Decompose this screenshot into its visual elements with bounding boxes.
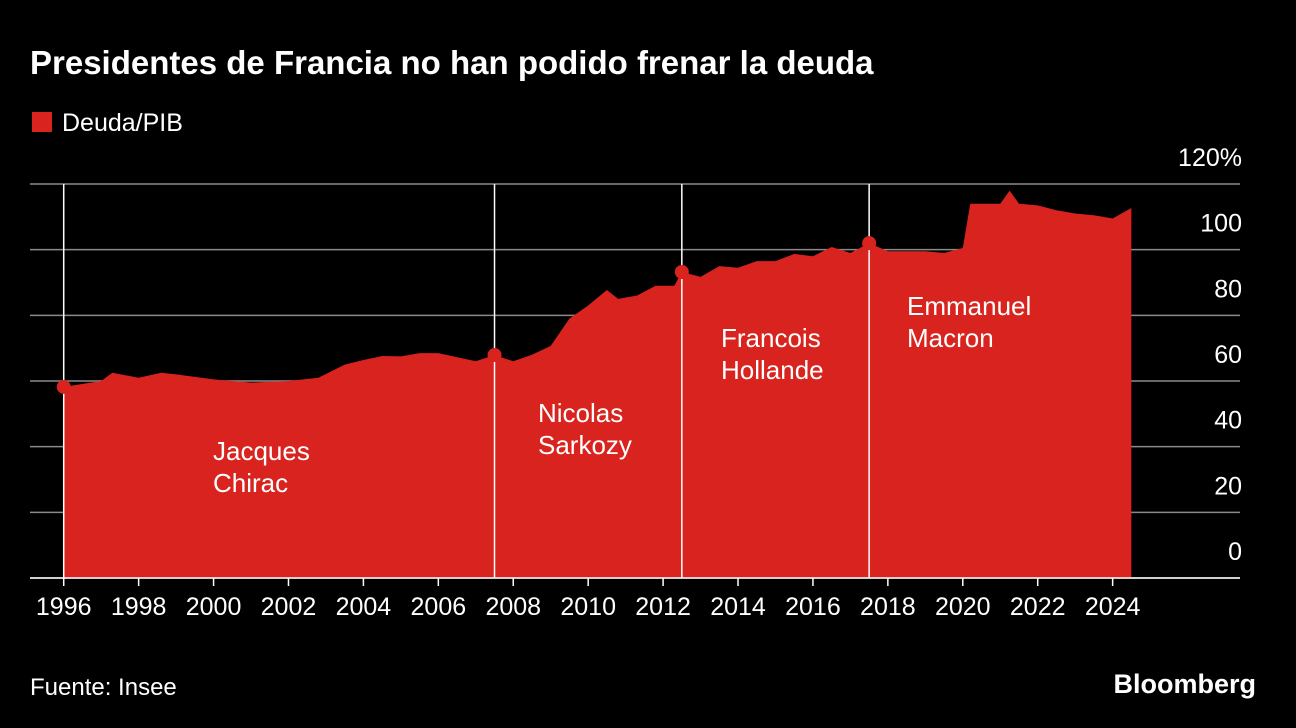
y-tick-label: 80 (1214, 275, 1242, 303)
term-marker (674, 264, 689, 279)
x-tick-label: 2006 (411, 593, 467, 621)
annotation: Jacques (213, 436, 310, 466)
x-tick-label: 2000 (186, 593, 242, 621)
chart-title: Presidentes de Francia no han podido fre… (30, 44, 874, 81)
x-tick-label: 2022 (1010, 593, 1066, 621)
y-tick-label: 40 (1214, 407, 1242, 435)
y-tick-label: 100 (1200, 210, 1242, 238)
term-marker (487, 348, 502, 363)
annotation: Sarkozy (538, 430, 632, 460)
source: Fuente: Insee (30, 674, 177, 701)
brand: Bloomberg (1113, 669, 1256, 699)
term-marker (56, 379, 71, 394)
x-tick-label: 2010 (560, 593, 616, 621)
x-tick-label: 2008 (485, 593, 541, 621)
x-tick-label: 2016 (785, 593, 841, 621)
annotation: Hollande (721, 355, 824, 385)
annotation: Chirac (213, 468, 288, 498)
x-tick-label: 2018 (860, 593, 916, 621)
annotation: Macron (907, 323, 994, 353)
annotation: Nicolas (538, 398, 623, 428)
x-tick-label: 2004 (336, 593, 392, 621)
x-tick-label: 2024 (1085, 593, 1141, 621)
annotation: Francois (721, 323, 821, 353)
y-tick-label: 60 (1214, 341, 1242, 369)
y-tick-label: 20 (1214, 472, 1242, 500)
term-marker (862, 236, 877, 251)
x-tick-label: 2020 (935, 593, 991, 621)
x-tick-label: 1996 (36, 593, 92, 621)
y-tick-label: 120% (1178, 144, 1242, 172)
legend-swatch (32, 112, 52, 132)
annotation: Emmanuel (907, 291, 1031, 321)
y-tick-label: 0 (1228, 538, 1242, 566)
legend-label: Deuda/PIB (62, 109, 183, 137)
x-tick-label: 2012 (635, 593, 691, 621)
x-tick-label: 1998 (111, 593, 167, 621)
x-tick-label: 2002 (261, 593, 317, 621)
area (63, 190, 1132, 579)
x-tick-label: 2014 (710, 593, 766, 621)
